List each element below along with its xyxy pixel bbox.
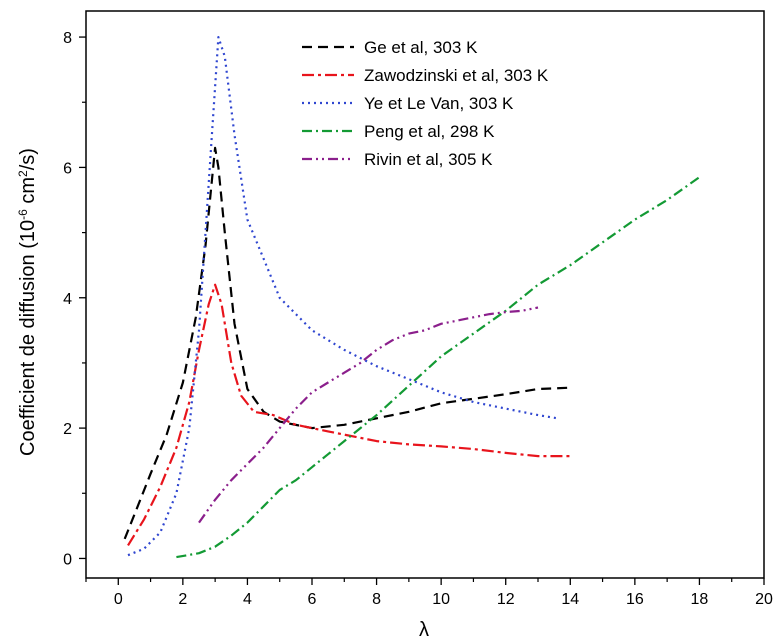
legend-label-3: Ye et Le Van, 303 K [364,94,514,113]
x-tick-label: 14 [561,591,579,608]
plot-frame [85,10,765,579]
series-line-5 [198,306,539,524]
legend-label-2: Zawodzinski et al, 303 K [364,66,549,85]
series-line-2 [127,283,571,546]
y-axis-title-main: Coefficient de diffusion (10 [17,220,39,456]
x-tick-label: 10 [432,591,450,608]
legend-label-1: Ge et al, 303 K [364,38,478,57]
series-layer [123,36,701,559]
x-tick-label: 8 [372,591,381,608]
y-tick-label: 8 [63,30,72,47]
y-axis-title: Coefficient de diffusion (10-6 cm2/s) [16,148,39,456]
x-tick-label: 18 [691,591,709,608]
x-tick-label: 0 [114,591,123,608]
y-axis-title-exponent-1: -6 [16,209,30,220]
x-tick-label: 16 [626,591,644,608]
ticks-layer: 0 2 4 6 8 10 12 14 16 18 20 0 2 4 6 8 [63,30,773,608]
series-line-1 [123,146,571,540]
y-tick-label: 4 [63,291,72,308]
y-tick-label: 6 [63,160,72,177]
legend-label-4: Peng et al, 298 K [364,122,495,141]
y-tick-label: 0 [63,551,72,568]
legend: Ge et al, 303 K Zawodzinski et al, 303 K Y… [302,38,549,169]
y-axis-title-end: /s) [17,148,39,170]
x-tick-label: 6 [308,591,317,608]
plot-border [85,10,765,579]
legend-label-5: Rivin et al, 305 K [364,150,493,169]
y-axis-title-exponent-2: 2 [16,170,30,177]
x-axis-title: λ [419,619,429,641]
y-axis-title-unit: cm [17,177,39,209]
y-tick-label: 2 [63,421,72,438]
x-tick-label: 4 [243,591,252,608]
series-line-3 [127,36,558,557]
x-tick-label: 12 [497,591,515,608]
series-line-4 [176,176,701,559]
x-tick-label: 2 [178,591,187,608]
x-tick-label: 20 [755,591,773,608]
